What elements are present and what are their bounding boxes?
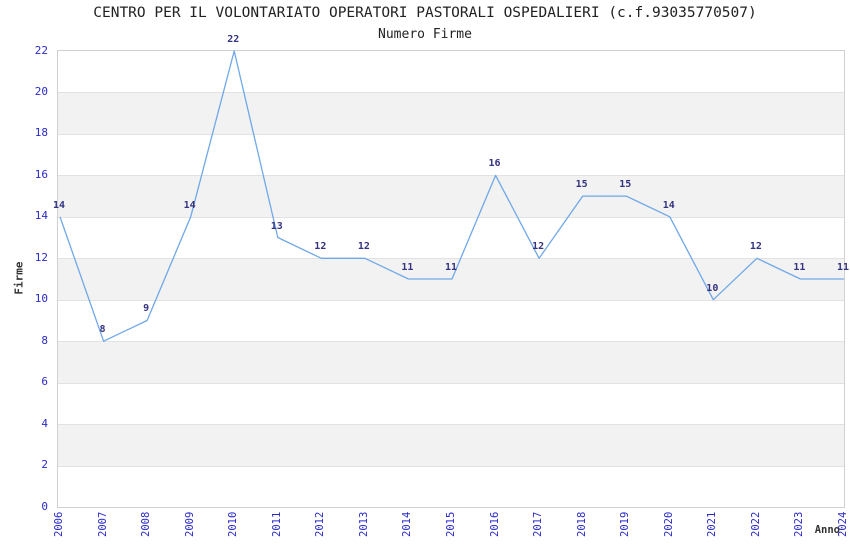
data-label: 8 (99, 324, 106, 336)
x-tick-label: 2009 (183, 511, 196, 537)
data-label: 14 (183, 199, 196, 211)
y-tick-label: 12 (34, 250, 48, 264)
x-tick-label: 2022 (749, 511, 762, 537)
x-tick-label: 2019 (619, 511, 632, 537)
x-axis-title: Anno (814, 524, 840, 536)
x-tick-label: 2007 (96, 511, 109, 537)
data-label: 11 (401, 262, 414, 273)
data-label: 12 (357, 241, 370, 253)
data-label: 9 (143, 303, 150, 315)
y-tick-label: 2 (41, 458, 48, 472)
data-label: 14 (52, 199, 66, 211)
x-tick-label: 2023 (793, 511, 806, 537)
data-label: 10 (706, 282, 719, 294)
data-label: 12 (532, 241, 545, 253)
x-tick-label: 2017 (532, 511, 545, 537)
gridline (58, 424, 844, 426)
data-label: 11 (444, 262, 458, 273)
gridline (58, 382, 844, 384)
chart-title: CENTRO PER IL VOLONTARIATO OPERATORI PAS… (93, 5, 757, 21)
y-tick-label: 0 (41, 499, 48, 513)
grid-band (58, 341, 844, 383)
grid-band (58, 424, 844, 466)
gridline (58, 216, 844, 218)
gridline (58, 341, 844, 343)
y-tick-label: 18 (34, 126, 48, 140)
x-tick-label: 2012 (314, 511, 327, 537)
series-line (59, 50, 844, 342)
x-tick-label: 2013 (357, 511, 370, 537)
x-tick-label: 2021 (706, 511, 719, 537)
x-tick-label: 2015 (445, 511, 457, 537)
data-label: 15 (575, 179, 588, 191)
y-tick-label: 16 (34, 167, 48, 181)
data-label: 22 (227, 34, 240, 45)
data-label: 12 (314, 241, 327, 253)
chart-subtitle: Numero Firme (378, 27, 472, 42)
grid-band (58, 175, 844, 217)
x-tick-label: 2018 (575, 511, 588, 537)
data-label: 11 (793, 262, 806, 273)
x-tick-label: 2010 (227, 511, 240, 537)
x-tick-label: 2014 (401, 511, 414, 537)
gridline (58, 92, 844, 94)
y-tick-label: 8 (41, 333, 48, 347)
data-label: 13 (270, 220, 283, 232)
grid-band (58, 92, 844, 134)
y-tick-label: 4 (41, 416, 48, 430)
plot-area (57, 50, 845, 508)
gridline (58, 465, 844, 467)
y-tick-label: 10 (34, 292, 48, 306)
data-label: 16 (488, 158, 501, 170)
line-series-svg (59, 50, 844, 342)
data-label: 15 (619, 179, 632, 191)
y-tick-label: 14 (34, 209, 48, 223)
x-tick-label: 2006 (53, 511, 65, 537)
data-label: 11 (836, 262, 850, 273)
gridline (58, 133, 844, 135)
data-label: 12 (749, 241, 762, 253)
gridline (58, 175, 844, 177)
gridline (58, 299, 844, 301)
x-tick-label: 2020 (662, 511, 675, 537)
data-label: 14 (662, 199, 675, 211)
x-tick-label: 2016 (488, 511, 501, 537)
gridline (58, 258, 844, 260)
x-tick-label: 2011 (270, 511, 283, 537)
y-tick-label: 22 (34, 43, 48, 57)
y-tick-label: 20 (34, 84, 48, 98)
x-tick-label: 2008 (140, 511, 153, 537)
y-tick-label: 6 (41, 375, 48, 389)
y-axis-title: Firme (12, 261, 26, 295)
